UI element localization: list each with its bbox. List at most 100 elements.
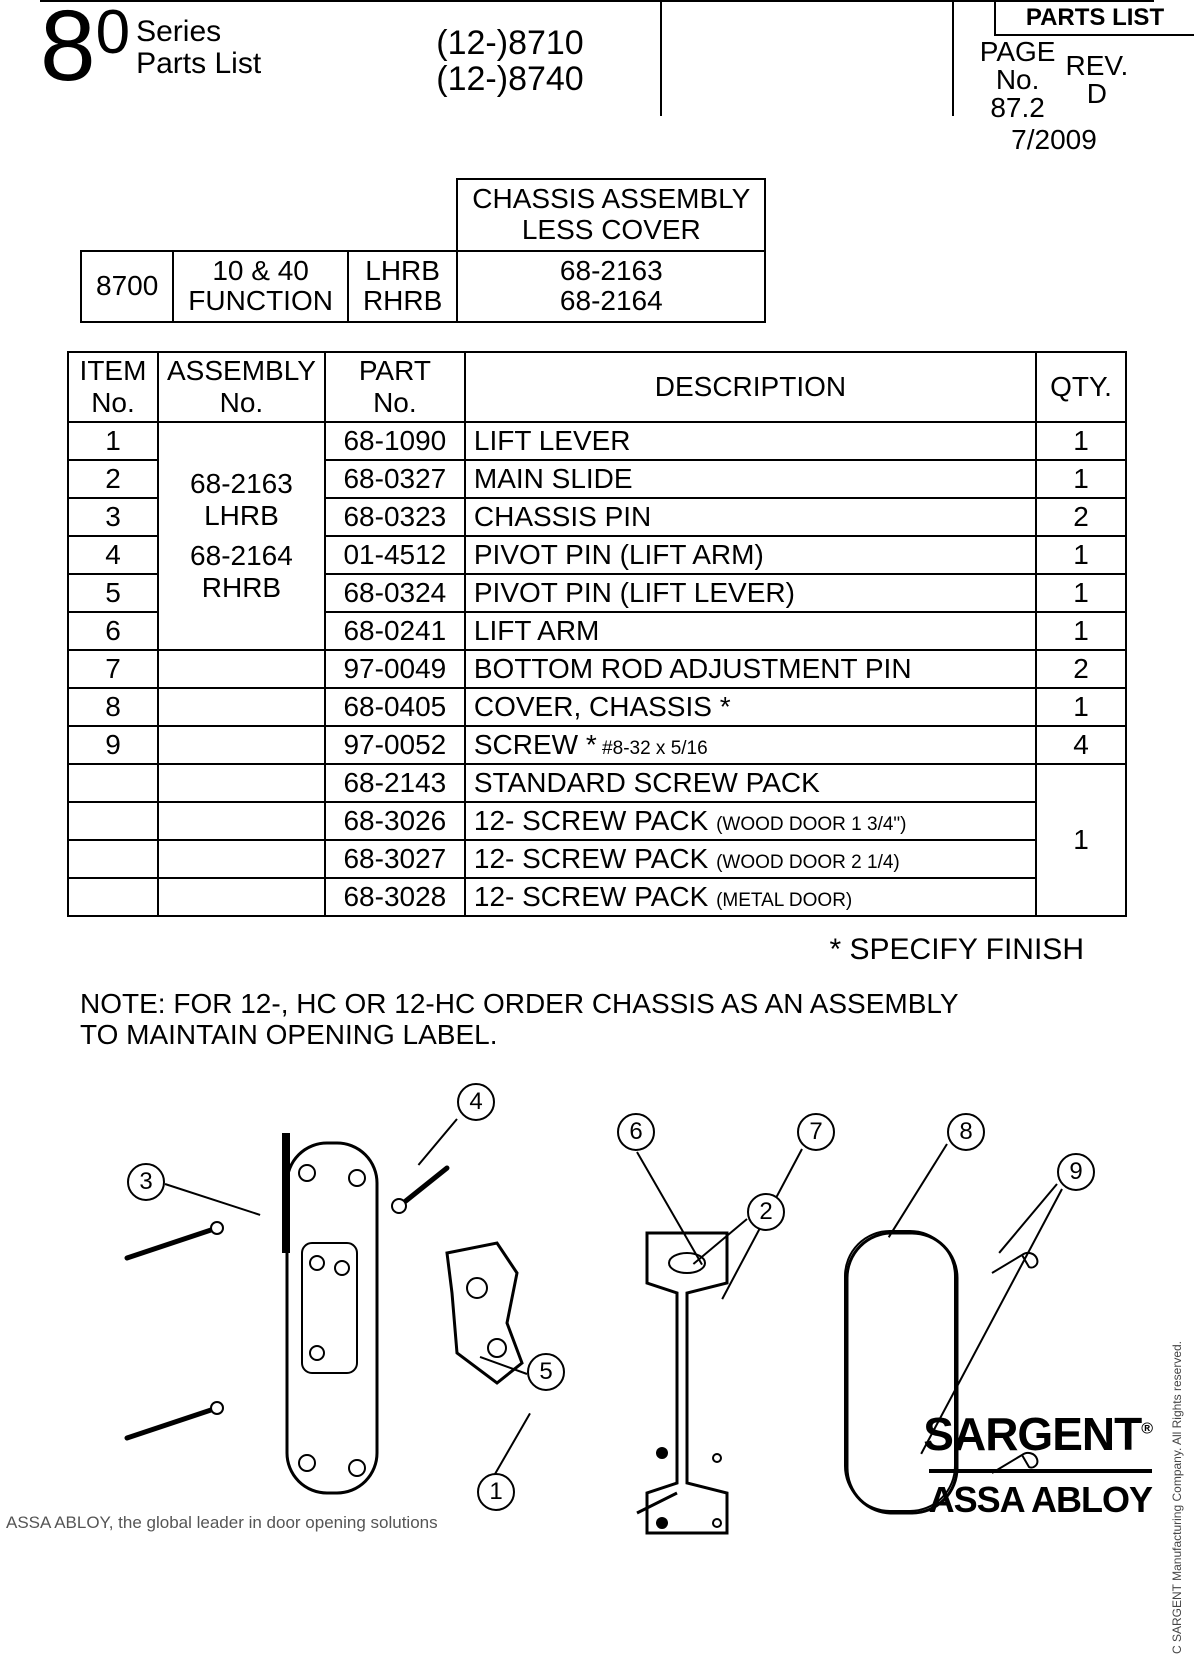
chassis-function: 10 & 40 FUNCTION xyxy=(173,251,348,323)
series-label: Series xyxy=(136,16,261,48)
specify-finish: * SPECIFY FINISH xyxy=(40,933,1084,967)
cell-part: 68-3026 xyxy=(325,802,465,840)
cell-desc-main: 12- SCREW PACK xyxy=(474,843,716,874)
rev-label: REV. xyxy=(1065,52,1128,80)
cell-item: 7 xyxy=(68,650,158,688)
sargent-text: SARGENT xyxy=(923,1408,1141,1460)
cell-desc: 12- SCREW PACK (WOOD DOOR 2 1/4) xyxy=(465,840,1036,878)
col-item-l2: No. xyxy=(77,387,149,419)
cell-qty: 1 xyxy=(1036,460,1126,498)
asm-l1: 68-2163 xyxy=(167,468,316,500)
cell-asm-empty xyxy=(158,650,325,688)
callout-4: 4 xyxy=(457,1083,495,1121)
parts-header-row: ITEMNo. ASSEMBLYNo. PARTNo. DESCRIPTION … xyxy=(68,352,1126,422)
parts-list-title: PARTS LIST xyxy=(994,2,1194,36)
registered-icon: ® xyxy=(1141,1421,1152,1438)
assa-abloy-logo: ASSA ABLOY xyxy=(929,1469,1152,1521)
cell-qty: 1 xyxy=(1036,422,1126,460)
col-part-l1: PART xyxy=(334,355,456,387)
callout-9: 9 xyxy=(1057,1153,1095,1191)
main-slide-icon xyxy=(607,1223,777,1543)
cell-desc: PIVOT PIN (LIFT LEVER) xyxy=(465,574,1036,612)
chassis-asm-l2: 68-2164 xyxy=(472,286,750,317)
page-number: 87.2 xyxy=(990,94,1045,122)
cell-desc: LIFT ARM xyxy=(465,612,1036,650)
cell-desc-sub: (METAL DOOR) xyxy=(716,890,852,911)
chassis-function-l1: 10 & 40 xyxy=(188,256,333,287)
cell-desc-main: 12- SCREW PACK xyxy=(474,881,716,912)
cell-item-empty xyxy=(68,802,158,840)
lift-lever-icon xyxy=(427,1233,557,1433)
col-item-l1: ITEM xyxy=(77,355,149,387)
table-row: 1 68-2163 LHRB 68-2164 RHRB 68-1090 LIFT… xyxy=(68,422,1126,460)
cell-desc: LIFT LEVER xyxy=(465,422,1036,460)
chassis-header-l2: LESS COVER xyxy=(472,215,750,246)
model-line-2: (12-)8740 xyxy=(360,62,660,98)
cell-part: 68-1090 xyxy=(325,422,465,460)
table-row: 68-302812- SCREW PACK (METAL DOOR) xyxy=(68,878,1126,916)
copyright: C SARGENT Manufacturing Company. All Rig… xyxy=(1170,1341,1184,1654)
cell-qty: 1 xyxy=(1036,688,1126,726)
callout-5: 5 xyxy=(527,1353,565,1391)
cell-item-empty xyxy=(68,764,158,802)
cell-item: 1 xyxy=(68,422,158,460)
cell-qty: 1 xyxy=(1036,612,1126,650)
cell-part: 68-3027 xyxy=(325,840,465,878)
cell-desc: CHASSIS PIN xyxy=(465,498,1036,536)
cell-part: 97-0052 xyxy=(325,726,465,764)
chassis-asm: 68-2163 68-2164 xyxy=(457,251,765,323)
chassis-hand: LHRB RHRB xyxy=(348,251,457,323)
cell-part: 68-0327 xyxy=(325,460,465,498)
cell-item: 6 xyxy=(68,612,158,650)
cell-part: 97-0049 xyxy=(325,650,465,688)
callout-7: 7 xyxy=(797,1113,835,1151)
no-label: No. xyxy=(996,66,1040,94)
model-line-1: (12-)8710 xyxy=(360,26,660,62)
cell-part: 68-0323 xyxy=(325,498,465,536)
cell-item-empty xyxy=(68,840,158,878)
callout-8: 8 xyxy=(947,1113,985,1151)
cell-desc: 12- SCREW PACK (WOOD DOOR 1 3/4") xyxy=(465,802,1036,840)
callout-1: 1 xyxy=(477,1473,515,1511)
chassis-table: CHASSIS ASSEMBLY LESS COVER 8700 10 & 40… xyxy=(80,178,766,323)
table-row: 68-302712- SCREW PACK (WOOD DOOR 2 1/4) xyxy=(68,840,1126,878)
note-l1: NOTE: FOR 12-, HC OR 12-HC ORDER CHASSIS… xyxy=(80,989,1154,1020)
table-row: 868-0405COVER, CHASSIS *1 xyxy=(68,688,1126,726)
table-row: 68-302612- SCREW PACK (WOOD DOOR 1 3/4") xyxy=(68,802,1126,840)
chassis-header: CHASSIS ASSEMBLY LESS COVER xyxy=(457,179,765,251)
cell-qty: 2 xyxy=(1036,498,1126,536)
cell-desc-sub: (WOOD DOOR 1 3/4") xyxy=(716,814,906,835)
cell-asm-empty xyxy=(158,764,325,802)
parts-list-label-small: Parts List xyxy=(136,48,261,80)
cell-part: 68-0405 xyxy=(325,688,465,726)
callout-6: 6 xyxy=(617,1113,655,1151)
cell-qty: 4 xyxy=(1036,726,1126,764)
assembly-span: 68-2163 LHRB 68-2164 RHRB xyxy=(158,422,325,650)
table-row: 997-0052SCREW * #8-32 x 5/164 xyxy=(68,726,1126,764)
header: 8 0 Series Parts List (12-)8710 (12-)874… xyxy=(40,0,1154,156)
cell-desc: PIVOT PIN (LIFT ARM) xyxy=(465,536,1036,574)
cell-qty: 1 xyxy=(1036,574,1126,612)
col-asm-l2: No. xyxy=(167,387,316,419)
cell-asm-empty xyxy=(158,802,325,840)
sargent-logo: SARGENT® xyxy=(923,1407,1152,1461)
page-rev-box: PAGE No. 87.2 REV. D xyxy=(980,38,1129,122)
cell-part: 68-2143 xyxy=(325,764,465,802)
col-qty: QTY. xyxy=(1036,352,1126,422)
cell-asm-empty xyxy=(158,726,325,764)
callout-3: 3 xyxy=(127,1163,165,1201)
chassis-function-l2: FUNCTION xyxy=(188,286,333,317)
cell-item: 5 xyxy=(68,574,158,612)
rev-value: D xyxy=(1087,80,1107,108)
series-digit-0: 0 xyxy=(96,8,130,58)
cell-desc: STANDARD SCREW PACK xyxy=(465,764,1036,802)
cell-desc: MAIN SLIDE xyxy=(465,460,1036,498)
parts-table: ITEMNo. ASSEMBLYNo. PARTNo. DESCRIPTION … xyxy=(67,351,1127,917)
col-desc: DESCRIPTION xyxy=(465,352,1036,422)
chassis-asm-l1: 68-2163 xyxy=(472,256,750,287)
cell-item: 4 xyxy=(68,536,158,574)
cell-asm-empty xyxy=(158,840,325,878)
cell-desc-main: 12- SCREW PACK xyxy=(474,805,716,836)
cell-asm-empty xyxy=(158,878,325,916)
date: 7/2009 xyxy=(1011,124,1097,156)
